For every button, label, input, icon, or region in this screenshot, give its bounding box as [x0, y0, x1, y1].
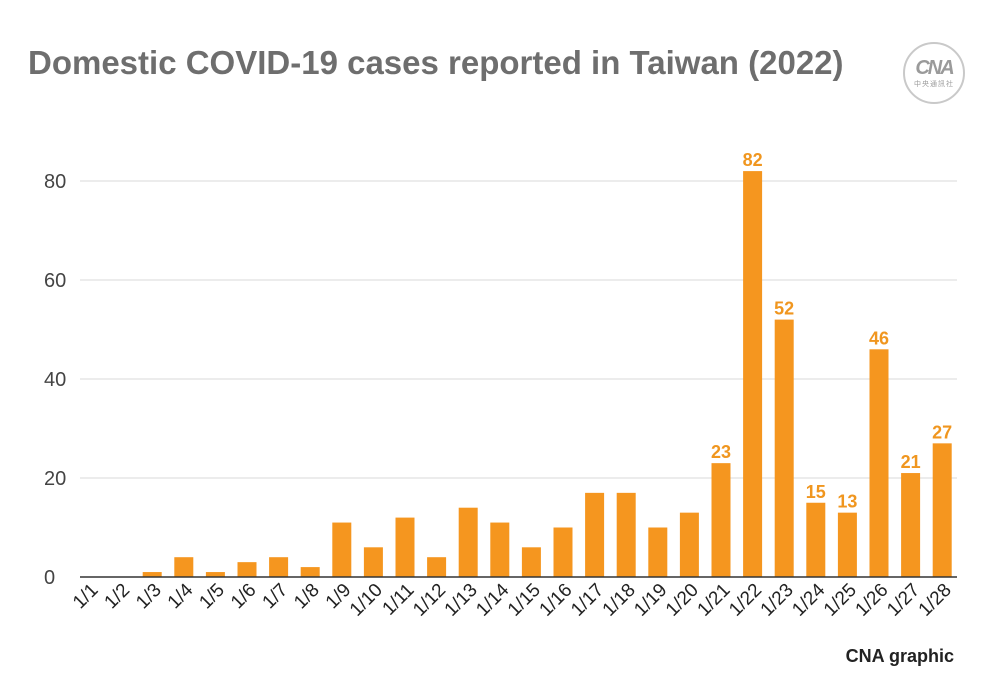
bar — [901, 473, 921, 577]
bar — [521, 547, 541, 577]
y-tick-label: 60 — [44, 270, 66, 292]
bar — [616, 492, 636, 577]
bar — [363, 547, 383, 577]
bar — [205, 572, 225, 577]
bar — [142, 572, 162, 577]
bar — [806, 502, 826, 577]
bar — [743, 171, 763, 577]
source-credit: CNA graphic — [845, 646, 954, 666]
chart-title: Domestic COVID-19 cases reported in Taiw… — [28, 44, 844, 81]
x-tick-label: 1/6 — [227, 580, 261, 614]
x-tick-label: 1/1 — [69, 580, 103, 614]
x-tick-label: 1/17 — [567, 580, 608, 621]
x-tick-label: 1/24 — [788, 579, 829, 620]
x-tick-label: 1/23 — [757, 580, 798, 621]
logo-mark: CNA — [915, 56, 954, 79]
bar — [237, 562, 257, 577]
logo-subtitle: 中央通訊社 — [914, 80, 954, 88]
y-tick-label: 80 — [44, 171, 66, 193]
bar — [269, 557, 289, 577]
bar-data-label: 15 — [806, 482, 826, 502]
gridlines — [80, 180, 957, 479]
x-tick-label: 1/10 — [346, 580, 387, 621]
bar-data-label: 46 — [869, 328, 889, 348]
x-tick-label: 1/4 — [164, 579, 198, 613]
x-tick-label: 1/15 — [504, 580, 545, 621]
bar — [711, 463, 731, 577]
bar — [774, 319, 794, 577]
bar — [174, 557, 194, 577]
x-tick-label: 1/25 — [820, 580, 861, 621]
x-axis-ticks: 1/11/21/31/41/51/61/71/81/91/101/111/121… — [69, 579, 956, 620]
x-tick-label: 1/14 — [472, 579, 513, 620]
bar — [553, 527, 573, 577]
y-tick-label: 0 — [44, 567, 55, 589]
bar-data-label: 52 — [774, 299, 794, 319]
bar-data-label: 27 — [932, 422, 952, 442]
bar — [679, 512, 699, 577]
x-tick-label: 1/11 — [379, 580, 419, 620]
bar — [932, 443, 952, 577]
x-tick-label: 1/20 — [662, 580, 703, 621]
bar-data-label: 23 — [711, 442, 731, 462]
x-tick-label: 1/5 — [195, 580, 229, 614]
bars — [142, 171, 952, 577]
x-tick-label: 1/27 — [883, 580, 924, 621]
x-tick-label: 1/19 — [630, 580, 671, 621]
bar — [395, 517, 415, 577]
bar — [300, 567, 320, 577]
bar — [427, 557, 447, 577]
bar — [585, 492, 605, 577]
y-axis-ticks: 0 20 40 60 80 — [44, 171, 66, 589]
x-tick-label: 1/21 — [694, 580, 735, 621]
bar — [869, 349, 889, 577]
bar — [490, 522, 510, 577]
x-tick-label: 1/12 — [409, 580, 450, 621]
x-tick-label: 1/13 — [441, 580, 482, 621]
x-tick-label: 1/26 — [852, 580, 893, 621]
x-tick-label: 1/18 — [599, 580, 640, 621]
bar — [332, 522, 352, 577]
data-labels: 23 82 52 15 13 46 21 27 — [711, 150, 952, 512]
x-tick-label: 1/2 — [101, 580, 135, 614]
x-tick-label: 1/8 — [290, 580, 324, 614]
bar-data-label: 21 — [901, 452, 921, 472]
x-tick-label: 1/7 — [259, 580, 293, 614]
x-tick-label: 1/16 — [536, 580, 577, 621]
cna-logo: CNA 中央通訊社 — [903, 42, 965, 104]
bar — [837, 512, 857, 577]
bar — [648, 527, 668, 577]
bar-data-label: 82 — [743, 150, 763, 170]
x-tick-label: 1/3 — [132, 580, 166, 614]
x-tick-label: 1/22 — [725, 580, 766, 621]
bar-data-label: 13 — [837, 492, 857, 512]
bar — [458, 507, 478, 577]
x-tick-label: 1/28 — [915, 580, 956, 621]
y-tick-label: 40 — [44, 369, 66, 391]
y-tick-label: 20 — [44, 468, 66, 490]
